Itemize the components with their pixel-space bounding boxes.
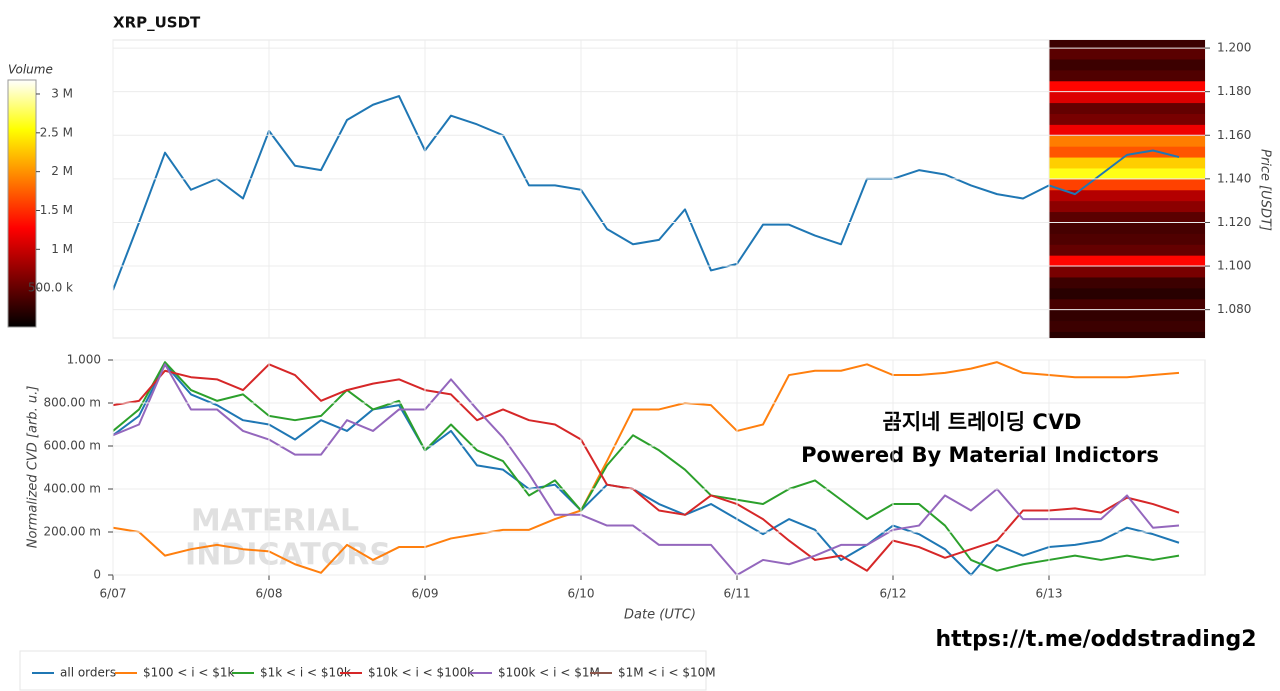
legend-label: $1M < i < $10M [618, 666, 716, 680]
colorbar-tick-label: 1.5 M [40, 203, 73, 217]
heatmap-cell [1049, 233, 1205, 245]
line [113, 95, 1180, 291]
legend-label: all orders [60, 666, 116, 680]
heatmap-cell [1049, 124, 1205, 136]
heatmap-cell [1049, 266, 1205, 278]
y-tick-label: 1.160 [1217, 128, 1251, 142]
line [113, 363, 1180, 576]
heatmap-cell [1049, 244, 1205, 256]
colorbar-tick-label: 3 M [51, 86, 73, 100]
watermark: INDICATORS [185, 538, 391, 573]
heatmap-cell [1049, 276, 1205, 289]
x-tick-label: 6/11 [724, 587, 751, 601]
heatmap-cell [1049, 200, 1205, 213]
y-tick-label: 1.200 [1217, 41, 1251, 55]
heatmap-cell [1049, 135, 1205, 147]
annotation: 곰지네 트레이딩 CVD [883, 410, 1082, 434]
y-tick-label: 400.00 m [44, 482, 102, 496]
annotation: Powered By Material Indictors [801, 443, 1159, 467]
heatmap-cell [1049, 167, 1205, 180]
colorbar-tick-label: 500.0 k [28, 281, 73, 295]
colorbar-tick-label: 1 M [51, 242, 73, 256]
y-axis-label: Price [USDT] [1258, 149, 1273, 231]
colorbar-label: Volume [8, 63, 53, 77]
x-tick-label: 6/09 [412, 587, 439, 601]
heatmap-cell [1049, 211, 1205, 223]
heatmap-cell [1049, 298, 1205, 311]
x-tick-label: 6/10 [568, 587, 595, 601]
heatmap-cell [1049, 157, 1205, 169]
y-tick-label: 0 [93, 568, 101, 582]
top-plot [113, 40, 1205, 338]
heatmap-cell [1049, 80, 1205, 93]
heatmap-cell [1049, 146, 1205, 158]
line [113, 361, 1180, 572]
heatmap-cell [1049, 91, 1205, 104]
chart-title: XRP_USDT [113, 14, 201, 32]
x-tick-label: 6/13 [1036, 587, 1063, 601]
heatmap-cell [1049, 69, 1205, 82]
line [113, 361, 1180, 574]
y-tick-label: 800.00 m [44, 396, 102, 410]
legend-label: $100k < i < $1M [498, 666, 600, 680]
watermark: MATERIAL [191, 504, 359, 539]
heatmap-cell [1049, 320, 1205, 332]
heatmap-cell [1049, 113, 1205, 125]
y-tick-label: 1.140 [1217, 171, 1251, 185]
heatmap-cell [1049, 222, 1205, 234]
legend [19, 650, 707, 691]
y-tick-label: 1.180 [1217, 84, 1251, 98]
heatmap-cell [1049, 40, 1205, 49]
heatmap-cell [1049, 102, 1205, 114]
line [113, 363, 1180, 572]
x-axis-label: Date (UTC) [624, 608, 696, 623]
y-tick-label: 1.100 [1217, 259, 1251, 273]
colorbar-tick-label: 2 M [51, 164, 73, 178]
y-tick-label: 1.080 [1217, 302, 1251, 316]
line [113, 363, 1180, 576]
footer-link: https://t.me/oddstrading2 [935, 627, 1256, 652]
heatmap-cell [1049, 58, 1205, 71]
legend-label: $100 < i < $1k [143, 666, 235, 680]
y-tick-label: 1.000 [67, 353, 101, 367]
heatmap-cell [1049, 331, 1205, 338]
heatmap-cell [1049, 178, 1205, 191]
legend-label: $10k < i < $100k [368, 666, 474, 680]
heatmap-cell [1049, 189, 1205, 202]
x-tick-label: 6/08 [256, 587, 283, 601]
y-tick-label: 600.00 m [44, 439, 102, 453]
y-tick-label: 200.00 m [44, 525, 102, 539]
x-tick-label: 6/07 [100, 587, 127, 601]
colorbar-tick-label: 2.5 M [40, 125, 73, 139]
x-tick-label: 6/12 [880, 587, 907, 601]
bottom-plot [113, 361, 1180, 576]
y-axis-label: Normalized CVD [arb. u.] [26, 386, 41, 549]
legend-label: $1k < i < $10k [260, 666, 351, 680]
y-tick-label: 1.120 [1217, 215, 1251, 229]
heatmap-cell [1049, 255, 1205, 267]
heatmap-cell [1049, 309, 1205, 322]
heatmap-cell [1049, 48, 1205, 60]
heatmap-cell [1049, 287, 1205, 300]
colorbar [7, 79, 37, 328]
